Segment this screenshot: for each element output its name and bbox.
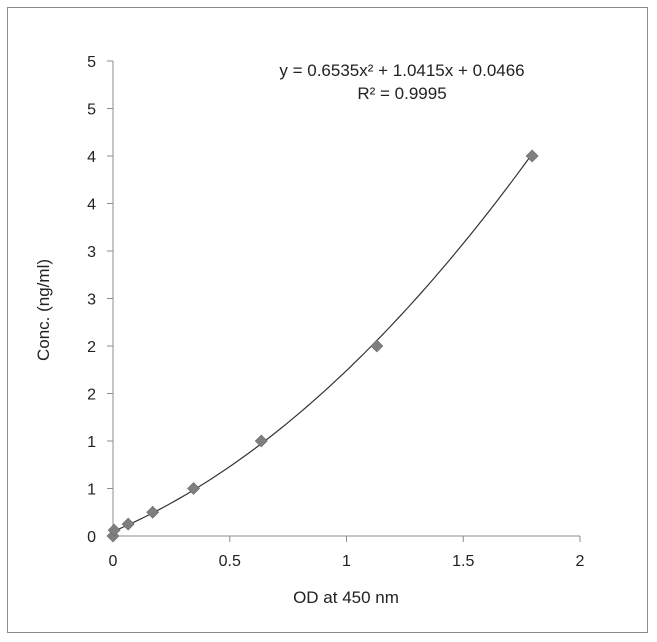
y-tick-labels: 0 1 1 2 2 3 3 4 4 5 5 [87,54,96,546]
data-point [187,482,200,495]
y-tick-label: 2 [87,339,96,356]
x-tick-label: 1 [342,553,351,570]
y-tick-label: 2 [87,387,96,404]
data-point [254,434,268,448]
trendline-equation: y = 0.6535x² + 1.0415x + 0.0466 [279,61,524,80]
x-tick-labels: 0 0.5 1 1.5 2 [109,553,585,570]
y-tick-label: 1 [87,482,96,499]
data-point [370,339,384,353]
y-tick-label: 4 [87,149,96,166]
axes [107,60,581,542]
y-tick-label: 1 [87,434,96,451]
data-point [107,523,121,537]
y-tick-label: 5 [87,54,96,71]
y-tick-label: 5 [87,102,96,119]
x-tick-label: 1.5 [452,553,474,570]
data-point [121,517,135,531]
x-axis-title: OD at 450 nm [293,588,399,607]
data-point [525,149,539,163]
y-tick-label: 3 [87,292,96,309]
r-squared-label: R² = 0.9995 [357,84,446,103]
x-tick-label: 0 [109,553,118,570]
x-tick-label: 0.5 [219,553,241,570]
y-axis-title: Conc. (ng/ml) [34,259,53,361]
y-tick-label: 0 [87,529,96,546]
trendline [112,153,533,533]
data-points [106,149,539,543]
data-point [146,505,160,519]
y-tick-label: 3 [87,244,96,261]
y-tick-label: 4 [87,197,96,214]
x-tick-label: 2 [576,553,585,570]
